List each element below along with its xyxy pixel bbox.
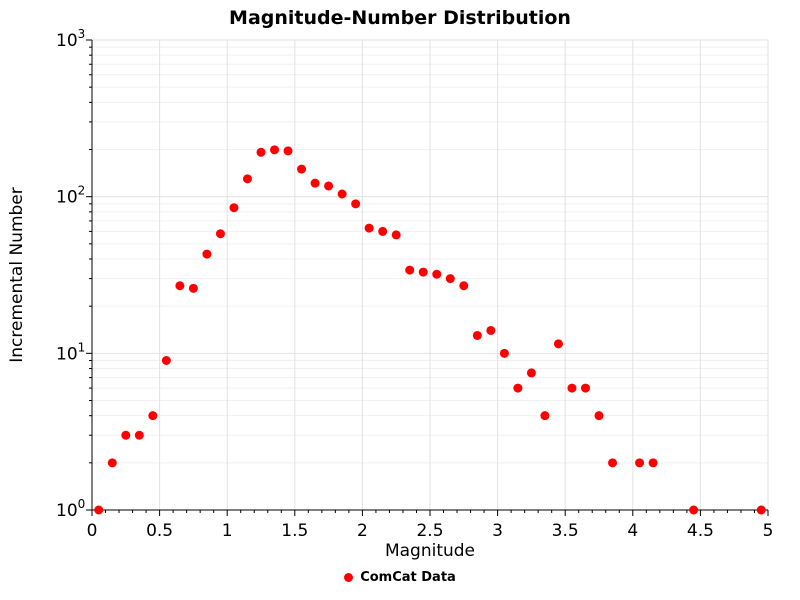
data-point	[540, 411, 550, 421]
data-point	[202, 249, 212, 259]
y-tick-exponent: 0	[78, 497, 86, 511]
data-point	[391, 230, 401, 240]
data-point	[635, 458, 645, 468]
data-point	[567, 383, 577, 393]
y-axis-label: Incremental Number	[7, 187, 27, 363]
data-point	[364, 223, 374, 233]
data-point	[242, 174, 252, 184]
x-tick-label: 4.5	[687, 521, 714, 541]
x-tick-label: 2.5	[416, 521, 443, 541]
data-point	[499, 348, 509, 358]
data-point	[215, 229, 225, 239]
data-point	[270, 145, 280, 155]
y-tick-exponent: 1	[78, 340, 86, 354]
data-point	[405, 265, 415, 275]
x-tick-label: 2	[357, 521, 368, 541]
data-point	[432, 269, 442, 279]
x-tick-label: 4	[627, 521, 638, 541]
x-tick-label: 3.5	[552, 521, 579, 541]
data-point	[351, 199, 361, 209]
data-point	[229, 203, 239, 213]
data-point	[188, 283, 198, 293]
y-tick-label: 103	[56, 27, 85, 51]
data-point	[553, 339, 563, 349]
x-tick-label: 0	[87, 521, 98, 541]
legend-marker-icon	[344, 573, 354, 582]
data-point	[526, 368, 536, 378]
y-tick-exponent: 2	[78, 184, 86, 198]
data-point	[324, 181, 334, 191]
data-point	[580, 383, 590, 393]
y-tick-label: 101	[56, 340, 85, 364]
x-tick-label: 1	[222, 521, 233, 541]
data-point	[310, 178, 320, 188]
x-tick-label: 5	[763, 521, 774, 541]
data-point	[472, 330, 482, 340]
data-point	[378, 226, 388, 236]
data-point	[486, 325, 496, 335]
data-point	[175, 281, 185, 291]
data-point	[107, 458, 117, 468]
x-tick-label: 1.5	[281, 521, 308, 541]
data-point	[756, 505, 766, 515]
data-point	[134, 430, 144, 440]
data-point	[648, 458, 658, 468]
data-point	[256, 147, 266, 157]
x-tick-label: 3	[492, 521, 503, 541]
x-tick-label: 0.5	[146, 521, 173, 541]
y-tick-exponent: 3	[78, 27, 86, 41]
y-tick-label: 100	[56, 497, 85, 521]
data-point	[297, 164, 307, 174]
data-point	[513, 383, 523, 393]
data-point	[283, 146, 293, 156]
x-axis-label: Magnitude	[384, 541, 476, 561]
legend-label: ComCat Data	[360, 570, 456, 585]
data-point	[418, 267, 428, 277]
chart-title: Magnitude-Number Distribution	[229, 7, 571, 29]
data-point	[94, 505, 104, 515]
data-point	[459, 281, 469, 291]
legend: ComCat Data	[0, 570, 800, 585]
data-point	[337, 189, 347, 199]
data-point	[148, 411, 158, 421]
data-point	[161, 356, 171, 366]
data-point	[689, 505, 699, 515]
data-point	[445, 274, 455, 284]
data-point	[608, 458, 618, 468]
data-point	[594, 411, 604, 421]
data-point	[121, 430, 131, 440]
y-tick-label: 102	[56, 184, 85, 208]
